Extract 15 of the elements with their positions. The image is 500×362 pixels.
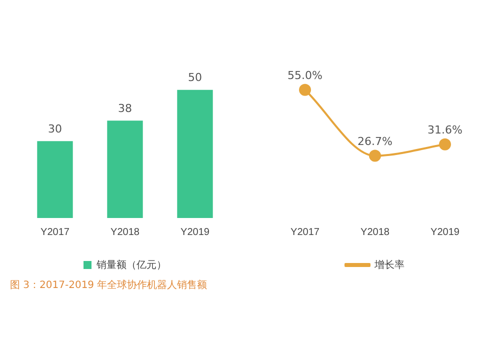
caption: 图 3：2017-2019 年全球协作机器人销售额 xyxy=(10,278,208,292)
x-tick-label: Y2019 xyxy=(430,226,460,238)
data-label: 31.6% xyxy=(428,124,462,137)
data-label: 50 xyxy=(188,71,202,84)
data-label: 38 xyxy=(118,102,132,115)
x-tick-label: Y2018 xyxy=(360,226,390,238)
legend-label: 增长率 xyxy=(374,258,404,271)
data-label: 26.7% xyxy=(358,135,392,148)
data-label: 55.0% xyxy=(288,69,322,82)
data-label: 30 xyxy=(48,122,62,136)
x-tick-label: Y2018 xyxy=(110,226,140,238)
legend-label: 销量额（亿元） xyxy=(96,258,166,271)
x-tick-label: Y2017 xyxy=(290,226,320,238)
x-tick-label: Y2017 xyxy=(40,226,70,238)
x-tick-label: Y2019 xyxy=(180,226,210,238)
